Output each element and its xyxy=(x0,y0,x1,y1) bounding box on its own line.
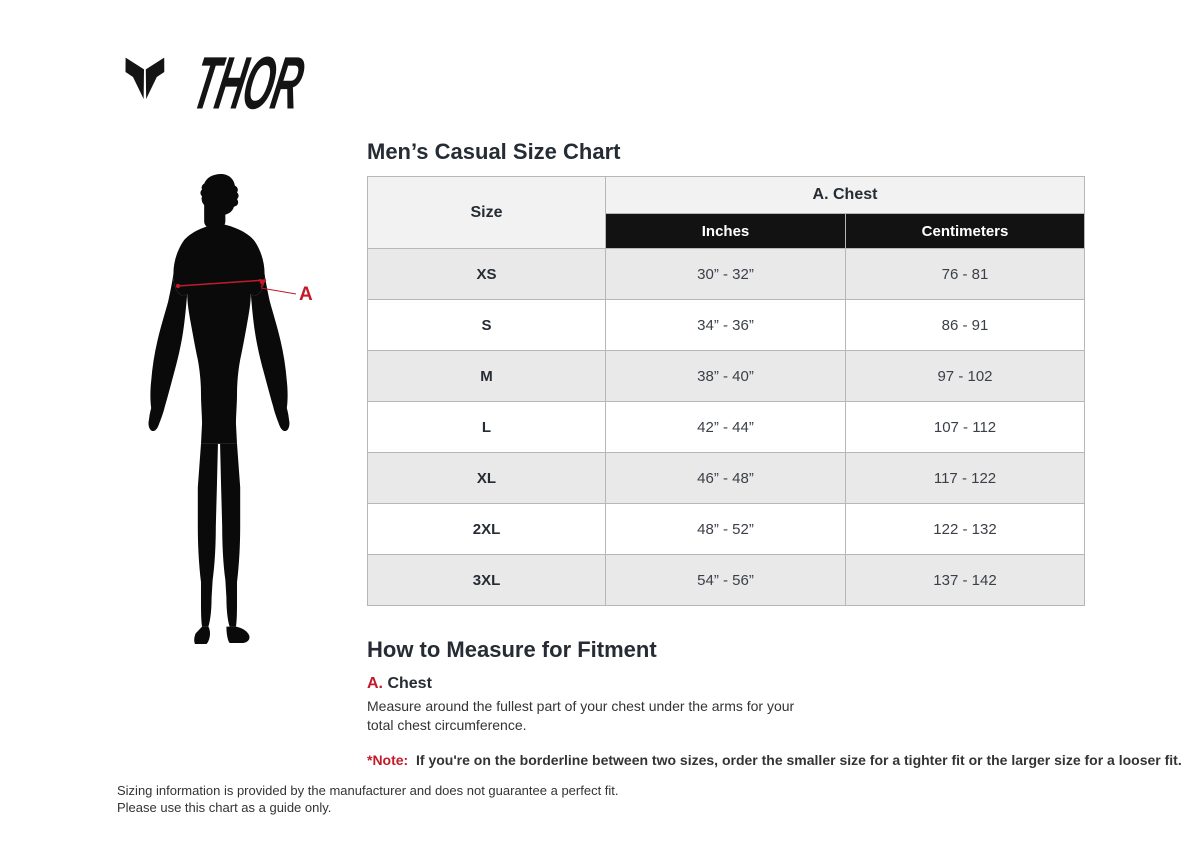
svg-text:A: A xyxy=(299,284,313,305)
